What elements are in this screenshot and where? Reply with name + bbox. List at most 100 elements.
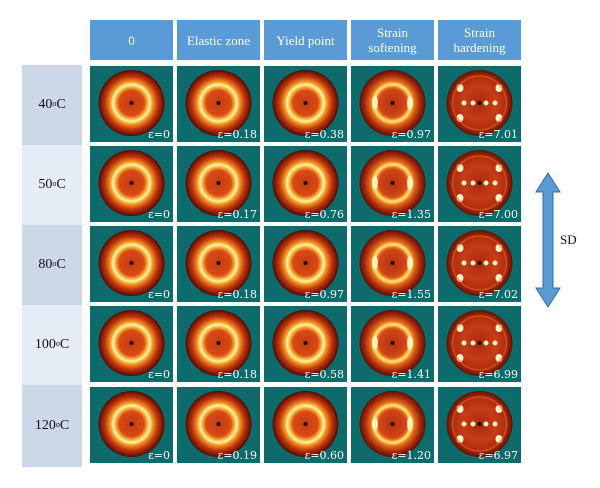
strain-label: ε=0.97 [304,288,344,301]
diffraction-cell-100c-initial: ε=0 [90,306,173,382]
degree-mark: o [55,338,60,348]
diffraction-pattern-image [359,230,426,296]
strain-label: ε=6.99 [478,368,518,381]
temperature-value: 40 [38,97,53,112]
row-label-40c: 40 o C [22,65,82,145]
strain-label: ε=0.19 [217,449,257,462]
diffraction-pattern-image [185,150,252,216]
degree-mark: o [55,419,60,429]
strain-label: ε=0.18 [217,288,257,301]
strain-label: ε=0 [148,368,170,381]
strain-label: ε=6.97 [478,449,518,462]
diffraction-cell-100c-elastic-zone: ε=0.18 [177,306,260,382]
diffraction-cell-120c-elastic-zone: ε=0.19 [177,387,260,463]
diffraction-pattern-image [446,230,513,296]
strain-label: ε=1.35 [391,208,431,221]
temperature-value: 80 [38,257,53,272]
temperature-unit: C [59,418,70,433]
strain-label: ε=1.41 [391,368,431,381]
diffraction-pattern-image [98,391,165,457]
diffraction-pattern-image [272,310,339,376]
diffraction-cell-100c-strain-softening: ε=1.41 [351,306,434,382]
column-header-elastic-zone: Elastic zone [177,20,260,60]
column-header-strain-hardening: Strain hardening [438,20,521,60]
diffraction-cell-40c-strain-hardening: ε=7.01 [438,66,521,142]
diffraction-cell-80c-elastic-zone: ε=0.18 [177,226,260,302]
strain-label: ε=0.76 [304,208,344,221]
diffraction-pattern-image [359,310,426,376]
column-header-label: Strain hardening [453,25,506,55]
strain-label: ε=1.55 [391,288,431,301]
diffraction-pattern-image [446,391,513,457]
row-label-80c: 80 o C [22,225,82,305]
diffraction-cell-40c-initial: ε=0 [90,66,173,142]
strain-label: ε=0.58 [304,368,344,381]
diffraction-cell-40c-strain-softening: ε=0.97 [351,66,434,142]
diffraction-pattern-image [272,150,339,216]
diffraction-cell-40c-elastic-zone: ε=0.18 [177,66,260,142]
diffraction-cell-50c-elastic-zone: ε=0.17 [177,146,260,222]
column-header-label: 0 [128,32,135,48]
column-header-0: 0 [90,20,173,60]
diffraction-pattern-image [359,150,426,216]
diffraction-cell-80c-strain-hardening: ε=7.02 [438,226,521,302]
diffraction-cell-80c-initial: ε=0 [90,226,173,302]
strain-label: ε=7.00 [478,208,518,221]
column-header-label: Elastic zone [186,32,251,48]
diffraction-pattern-image [98,230,165,296]
diffraction-cell-80c-strain-softening: ε=1.55 [351,226,434,302]
diffraction-cell-50c-strain-softening: ε=1.35 [351,146,434,222]
column-header-yield-point: Yield point [264,20,347,60]
diffraction-cell-50c-strain-hardening: ε=7.00 [438,146,521,222]
diffraction-cell-50c-yield-point: ε=0.76 [264,146,347,222]
diffraction-pattern-image [446,310,513,376]
temperature-unit: C [56,257,66,272]
strain-label: ε=0 [148,128,170,141]
row-label-50c: 50 o C [22,145,82,225]
temperature-value: 50 [38,177,53,192]
strain-label: ε=0 [148,208,170,221]
degree-mark: o [52,178,57,188]
diffraction-cell-120c-initial: ε=0 [90,387,173,463]
diffraction-pattern-image [446,70,513,136]
temperature-unit: C [56,97,66,112]
diffraction-cell-100c-yield-point: ε=0.58 [264,306,347,382]
strain-label: ε=1.20 [391,449,431,462]
row-label-120c: 120 o C [22,385,82,467]
strain-label: ε=0.18 [217,368,257,381]
diffraction-pattern-image [185,70,252,136]
diffraction-cell-40c-yield-point: ε=0.38 [264,66,347,142]
row-label-100c: 100 o C [22,305,82,385]
column-header-label: Yield point [276,32,335,48]
diffraction-pattern-image [446,150,513,216]
degree-mark: o [52,258,57,268]
strain-label: ε=0.38 [304,128,344,141]
diffraction-pattern-image [185,391,252,457]
strain-label: ε=0.97 [391,128,431,141]
strain-label: ε=0.18 [217,128,257,141]
sd-double-arrow-icon [535,172,561,308]
temperature-unit: C [56,177,66,192]
diffraction-pattern-image [98,70,165,136]
diffraction-cell-50c-initial: ε=0 [90,146,173,222]
strain-label: ε=7.02 [478,288,518,301]
strain-label: ε=7.01 [478,128,518,141]
diffraction-pattern-image [359,70,426,136]
diffraction-pattern-image [185,230,252,296]
degree-mark: o [52,98,57,108]
diffraction-cell-120c-yield-point: ε=0.60 [264,387,347,463]
sd-label: SD [560,232,577,247]
diffraction-cell-80c-yield-point: ε=0.97 [264,226,347,302]
diffraction-cell-100c-strain-hardening: ε=6.99 [438,306,521,382]
diffraction-pattern-image [272,230,339,296]
temperature-value: 100 [34,337,56,352]
temperature-value: 120 [34,418,56,433]
diffraction-pattern-image [185,310,252,376]
column-header-label: Strain softening [368,25,417,55]
diffraction-pattern-image [98,150,165,216]
column-header-strain-softening: Strain softening [351,20,434,60]
diffraction-cell-120c-strain-softening: ε=1.20 [351,387,434,463]
temperature-unit: C [59,337,70,352]
strain-label: ε=0.60 [304,449,344,462]
diffraction-pattern-image [359,391,426,457]
